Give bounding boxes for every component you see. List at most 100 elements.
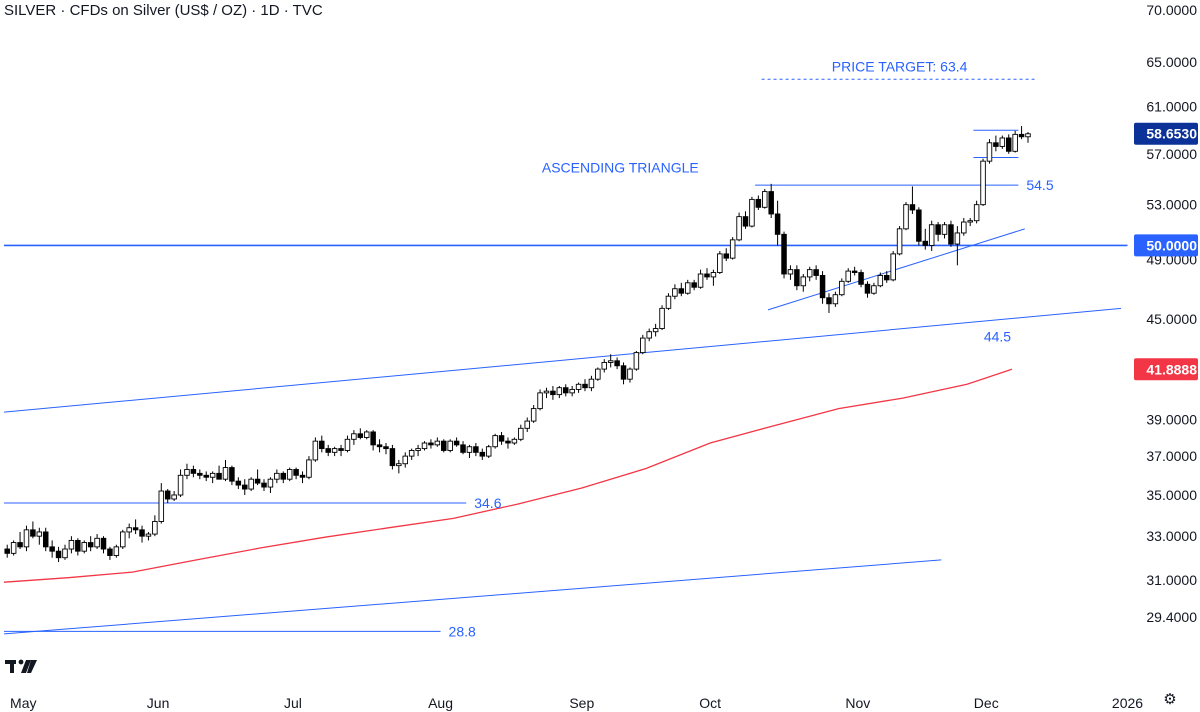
candle <box>723 248 730 261</box>
candle-body-up <box>928 224 935 246</box>
candle-body-up <box>762 191 768 208</box>
candle-body-down <box>1005 137 1012 152</box>
candle <box>890 251 896 282</box>
candle-body-up <box>839 280 845 296</box>
candle <box>370 430 376 451</box>
candle <box>607 354 614 368</box>
candle <box>755 195 762 210</box>
candle-body-up <box>113 546 120 556</box>
candle-body-down <box>87 542 94 548</box>
candle <box>941 222 948 239</box>
candle <box>1005 134 1012 154</box>
candle-body-down <box>1018 133 1025 138</box>
price-badge-bg <box>1134 122 1198 145</box>
candle <box>684 279 691 295</box>
candle-body-down <box>620 365 627 380</box>
candle <box>75 538 81 556</box>
candle <box>999 135 1006 149</box>
candle <box>826 293 832 313</box>
time-axis[interactable]: May Jun Jul Aug Sep Oct Nov Dec 2026 <box>10 695 1143 711</box>
candle <box>659 305 665 331</box>
candle-body-down <box>614 360 620 367</box>
candle <box>473 443 479 457</box>
candle-body-down <box>357 433 364 438</box>
candle-body-up <box>120 531 126 548</box>
candle <box>428 439 434 449</box>
tradingview-logo-icon[interactable] <box>4 654 40 676</box>
candle-body-up <box>184 469 190 476</box>
candle-body-down <box>100 537 107 550</box>
candle <box>909 186 916 214</box>
candle-body-up <box>800 276 807 287</box>
candle <box>55 546 62 563</box>
candle <box>299 471 306 484</box>
channel-upper-line[interactable] <box>3 307 1122 413</box>
candle-body-up <box>524 420 530 429</box>
candle-body-down <box>826 297 832 305</box>
candle <box>23 525 30 552</box>
candle-body-up <box>23 529 30 548</box>
moving-average-line <box>3 368 1013 583</box>
channel-lower-line[interactable] <box>3 559 942 635</box>
triangle-support-line[interactable] <box>767 228 1025 311</box>
candle <box>691 279 697 291</box>
time-tick-label: Aug <box>428 695 453 711</box>
candle-body-up <box>607 360 614 363</box>
candle-body-down <box>164 490 171 500</box>
candle-body-down <box>498 435 505 442</box>
gear-icon[interactable]: ⚙ <box>1163 691 1177 708</box>
candle-body-down <box>781 233 787 275</box>
candle <box>389 444 396 470</box>
candle <box>832 291 839 307</box>
candle <box>42 527 49 552</box>
candle <box>4 544 10 558</box>
candle <box>107 546 113 560</box>
candle <box>94 534 100 550</box>
candle-body-down <box>383 446 389 450</box>
candle-body-up <box>344 438 351 451</box>
candle-body-up <box>980 160 986 206</box>
candle <box>261 479 267 492</box>
candle-body-up <box>485 446 492 457</box>
candle-body-up <box>152 521 158 535</box>
candle-body-up <box>81 542 87 552</box>
candle <box>543 387 550 399</box>
candle-body-down <box>107 548 113 556</box>
candle-body-up <box>806 269 813 278</box>
candle <box>453 437 460 447</box>
candle <box>967 217 973 227</box>
candle <box>672 284 678 300</box>
candle <box>286 467 293 482</box>
candle-body-up <box>408 450 415 457</box>
candle-body-down <box>864 283 871 294</box>
candle-body-down <box>774 213 781 235</box>
candle <box>479 448 486 460</box>
candle-body-down <box>916 209 922 242</box>
drawing-layer-back <box>3 78 1128 635</box>
candle-body-up <box>697 273 704 288</box>
candle-body-down <box>678 288 685 294</box>
time-tick-label: Nov <box>845 695 870 711</box>
candle <box>518 424 524 442</box>
candle <box>357 428 364 440</box>
candle-body-up <box>312 440 319 461</box>
drawing-layer: 54.5 34.6 28.8 PRICE TARGET: 63.4 44.5 ASCEND… <box>449 58 1054 639</box>
candle-body-down <box>993 142 999 147</box>
candle <box>742 211 749 229</box>
candle-body-up <box>659 307 665 329</box>
candle-body-up <box>62 548 68 559</box>
candle-body-down <box>691 282 697 288</box>
candle <box>710 269 717 286</box>
candle <box>1012 130 1018 153</box>
candle <box>646 328 652 342</box>
price-tick-label: 70.0000 <box>1146 2 1197 18</box>
candle <box>505 437 511 449</box>
candle <box>800 273 807 292</box>
price-axis[interactable]: 70.000065.000061.000057.000053.000049.00… <box>1146 2 1197 625</box>
candle <box>216 465 222 480</box>
candle-body-up <box>537 392 543 410</box>
candle <box>601 359 608 373</box>
candle <box>190 465 197 478</box>
